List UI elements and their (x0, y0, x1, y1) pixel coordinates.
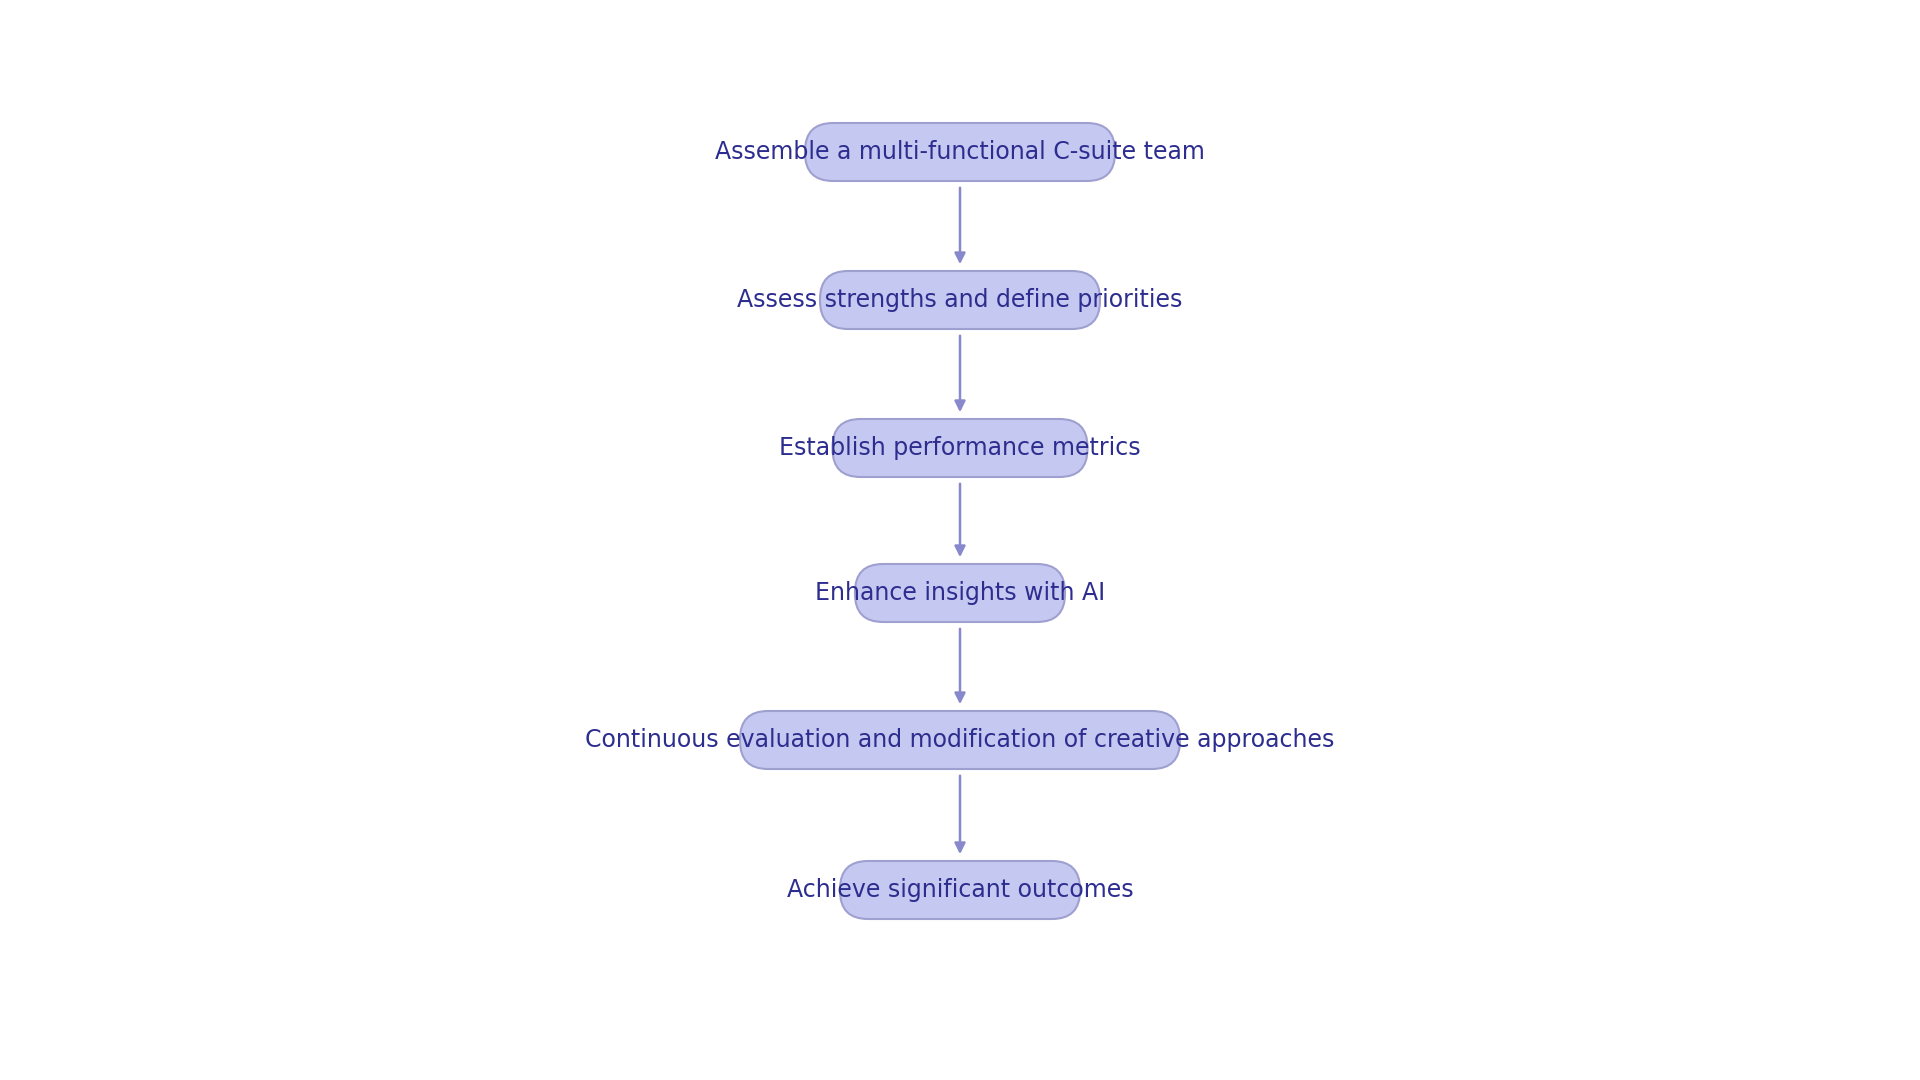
FancyBboxPatch shape (854, 564, 1066, 622)
FancyBboxPatch shape (833, 419, 1087, 477)
FancyBboxPatch shape (841, 861, 1079, 919)
Text: Achieve significant outcomes: Achieve significant outcomes (787, 878, 1133, 902)
Text: Assemble a multi-functional C-suite team: Assemble a multi-functional C-suite team (714, 140, 1206, 164)
FancyBboxPatch shape (739, 711, 1181, 769)
FancyBboxPatch shape (820, 271, 1100, 329)
Text: Establish performance metrics: Establish performance metrics (780, 436, 1140, 460)
Text: Continuous evaluation and modification of creative approaches: Continuous evaluation and modification o… (586, 728, 1334, 752)
Text: Enhance insights with AI: Enhance insights with AI (814, 581, 1106, 605)
Text: Assess strengths and define priorities: Assess strengths and define priorities (737, 288, 1183, 312)
FancyBboxPatch shape (804, 123, 1116, 181)
